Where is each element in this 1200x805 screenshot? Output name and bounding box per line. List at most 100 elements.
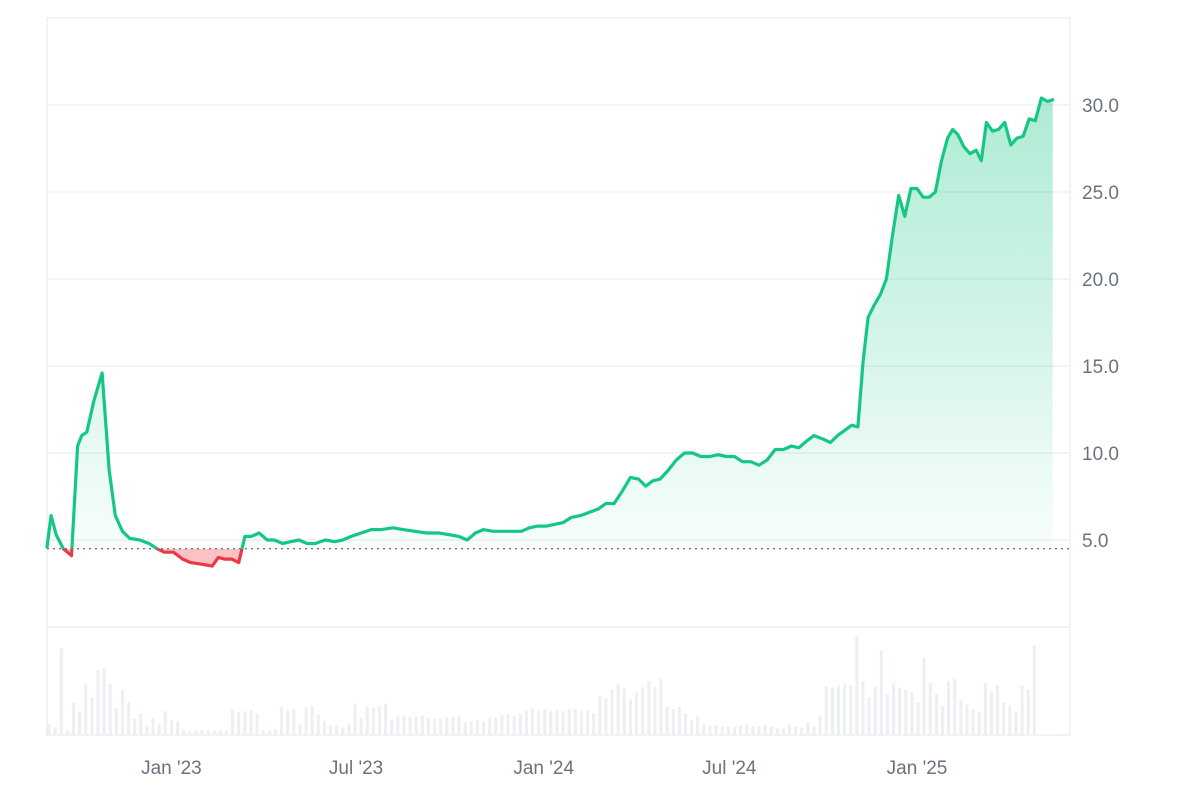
y-tick-label: 30.0: [1082, 96, 1119, 117]
volume-bar: [1014, 711, 1017, 735]
volume-bar: [574, 709, 577, 735]
volume-bar: [831, 687, 834, 735]
volume-bar: [1027, 690, 1030, 735]
volume-bar: [115, 708, 118, 735]
volume-bar: [390, 720, 393, 735]
volume-bar: [439, 719, 442, 735]
volume-bar: [543, 709, 546, 735]
volume-bar: [464, 722, 467, 735]
volume-bar: [898, 687, 901, 735]
volume-bar: [225, 731, 228, 735]
volume-bar: [482, 722, 485, 735]
volume-bar: [733, 727, 736, 735]
volume-bar: [323, 721, 326, 735]
volume-bar: [280, 707, 283, 735]
volume-bar: [959, 700, 962, 735]
volume-bar: [941, 706, 944, 735]
volume-bar: [672, 709, 675, 735]
volume-bar: [409, 717, 412, 735]
volume-bar: [372, 708, 375, 735]
volume-bar: [690, 720, 693, 735]
volume-bar: [500, 714, 503, 735]
volume-bar: [354, 704, 357, 735]
volume-bar: [604, 698, 607, 735]
volume-bar: [317, 714, 320, 735]
volume-bar: [488, 718, 491, 735]
volume-bar: [298, 724, 301, 735]
y-axis-ticks: 5.010.015.020.025.030.0: [1082, 96, 1119, 552]
volume-bar: [910, 692, 913, 735]
volume-bar: [990, 692, 993, 735]
area-fill-above: [47, 98, 1053, 566]
volume-bar: [764, 725, 767, 735]
volume-bar: [666, 707, 669, 735]
volume-bar: [396, 717, 399, 735]
volume-bar: [513, 716, 516, 735]
volume-bar: [696, 717, 699, 735]
volume-bar: [525, 711, 528, 735]
volume-bar: [60, 649, 63, 735]
volume-bar: [660, 679, 663, 735]
volume-bar: [249, 710, 252, 735]
volume-bar: [855, 636, 858, 735]
volume-bar: [880, 651, 883, 735]
volume-bar: [519, 713, 522, 735]
volume-bar: [629, 699, 632, 735]
volume-bar: [415, 717, 418, 735]
x-tick-label: Jan '23: [141, 758, 202, 779]
volume-bar: [929, 683, 932, 735]
volume-bar: [84, 684, 87, 735]
volume-bar: [770, 726, 773, 735]
volume-bar: [103, 668, 106, 735]
x-tick-label: Jul '23: [329, 758, 383, 779]
volume-bar: [825, 686, 828, 735]
volume-bar: [653, 687, 656, 735]
volume-bar: [286, 710, 289, 735]
volume-bar: [237, 712, 240, 735]
volume-bar: [647, 681, 650, 735]
volume-bar: [201, 730, 204, 735]
volume-bar: [806, 722, 809, 735]
volume-bar: [109, 684, 112, 735]
volume-bar: [507, 714, 510, 735]
volume-bar: [329, 725, 332, 735]
volume-bar: [176, 721, 179, 735]
volume-bar: [188, 731, 191, 735]
y-tick-label: 5.0: [1082, 531, 1108, 552]
volume-bar: [96, 670, 99, 735]
volume-bar: [72, 703, 75, 735]
volume-bar: [311, 706, 314, 735]
volume-bar: [837, 685, 840, 735]
volume-bar: [537, 711, 540, 735]
volume-bar: [592, 713, 595, 735]
volume-bar: [996, 685, 999, 735]
volume-bar: [268, 731, 271, 735]
volume-bar: [243, 711, 246, 735]
volume-bar: [549, 711, 552, 735]
x-tick-label: Jul '24: [702, 758, 757, 779]
volume-bar: [788, 724, 791, 735]
volume-bar: [721, 726, 724, 735]
x-tick-label: Jan '24: [513, 758, 574, 779]
volume-bars: [48, 636, 1036, 735]
volume-bar: [427, 718, 430, 735]
volume-bar: [121, 690, 124, 735]
volume-bar: [1021, 685, 1024, 735]
volume-bar: [451, 717, 454, 735]
volume-bar: [708, 725, 711, 735]
volume-bar: [978, 712, 981, 735]
volume-bar: [794, 726, 797, 735]
volume-bar: [923, 657, 926, 735]
volume-bar: [678, 707, 681, 735]
volume-bar: [531, 708, 534, 735]
volume-bar: [262, 730, 265, 735]
volume-bar: [164, 711, 167, 735]
volume-bar: [757, 726, 760, 735]
volume-bar: [776, 729, 779, 735]
volume-bar: [402, 716, 405, 735]
volume-bar: [849, 685, 852, 735]
volume-bar: [953, 679, 956, 735]
volume-bar: [1033, 645, 1036, 735]
volume-bar: [782, 729, 785, 735]
